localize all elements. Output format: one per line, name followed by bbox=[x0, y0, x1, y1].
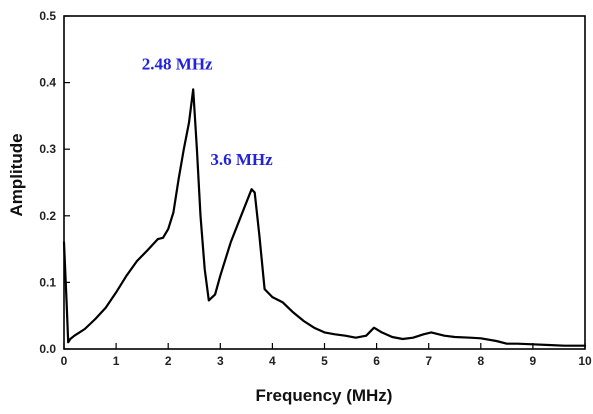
x-tick-label: 4 bbox=[269, 354, 276, 368]
peak-annotations: 2.48 MHz 3.6 MHz bbox=[142, 54, 273, 169]
y-axis-ticks: 0.0 0.1 0.2 0.3 0.4 0.5 bbox=[39, 9, 70, 356]
series-line bbox=[62, 88, 587, 347]
x-tick-label: 5 bbox=[321, 354, 328, 368]
x-tick-label: 8 bbox=[477, 354, 484, 368]
x-tick-label: 10 bbox=[578, 354, 592, 368]
y-tick-label: 0.4 bbox=[39, 76, 56, 90]
x-tick-label: 2 bbox=[165, 354, 172, 368]
x-axis-ticks: 0 1 2 3 4 5 6 7 8 9 10 bbox=[61, 343, 592, 368]
y-tick-label: 0.1 bbox=[39, 275, 56, 289]
peak-annotation: 2.48 MHz bbox=[142, 54, 213, 73]
x-tick-label: 7 bbox=[425, 354, 432, 368]
x-tick-label: 0 bbox=[61, 354, 68, 368]
x-tick-label: 6 bbox=[373, 354, 380, 368]
y-tick-label: 0.3 bbox=[39, 142, 56, 156]
y-axis-title: Amplitude bbox=[7, 133, 26, 216]
x-tick-label: 9 bbox=[530, 354, 537, 368]
x-axis-title: Frequency (MHz) bbox=[256, 386, 393, 405]
x-tick-label: 1 bbox=[113, 354, 120, 368]
y-tick-label: 0.2 bbox=[39, 209, 56, 223]
x-tick-label: 3 bbox=[217, 354, 224, 368]
peak-annotation: 3.6 MHz bbox=[210, 150, 273, 169]
y-tick-label: 0.5 bbox=[39, 9, 56, 23]
y-tick-label: 0.0 bbox=[39, 342, 56, 356]
